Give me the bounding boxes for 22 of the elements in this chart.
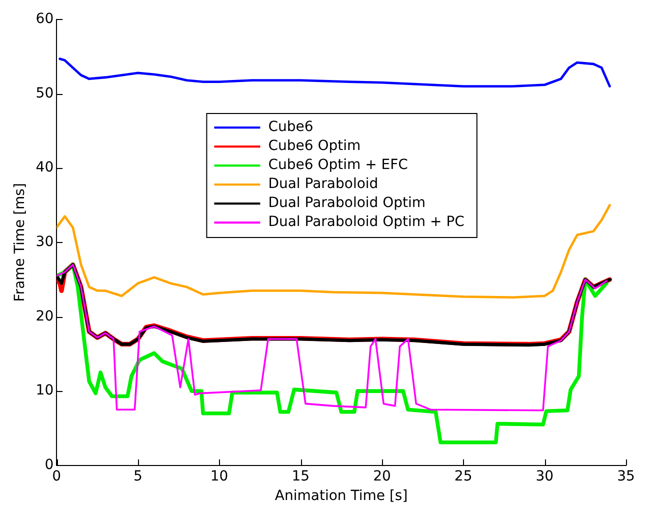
legend-label: Dual Paraboloid Optim [268, 195, 426, 212]
legend-label: Cube6 Optim + EFC [268, 157, 408, 174]
y-tick-label: 0 [44, 457, 54, 474]
legend-label: Cube6 Optim [268, 138, 361, 154]
x-tick-label: 30 [536, 468, 554, 484]
x-tick-label: 35 [617, 468, 635, 484]
y-tick-label: 60 [36, 11, 54, 28]
x-tick-label: 15 [292, 468, 310, 484]
x-tick-label: 5 [133, 468, 142, 484]
x-axis-title: Animation Time [s] [274, 488, 408, 504]
legend-label: Cube6 [268, 119, 314, 136]
y-tick-label: 50 [36, 85, 54, 102]
y-tick-label: 40 [36, 160, 54, 176]
x-tick-label: 25 [454, 468, 472, 484]
legend-label: Dual Paraboloid Optim + PC [268, 214, 465, 230]
y-axis-title: Frame Time [ms] [12, 183, 28, 302]
y-tick-label: 20 [36, 308, 54, 324]
legend-label: Dual Paraboloid [268, 176, 378, 192]
y-tick-label: 10 [36, 382, 54, 399]
x-tick-label: 10 [210, 468, 228, 484]
x-tick-label: 20 [373, 468, 391, 484]
y-tick-label: 30 [36, 234, 54, 250]
